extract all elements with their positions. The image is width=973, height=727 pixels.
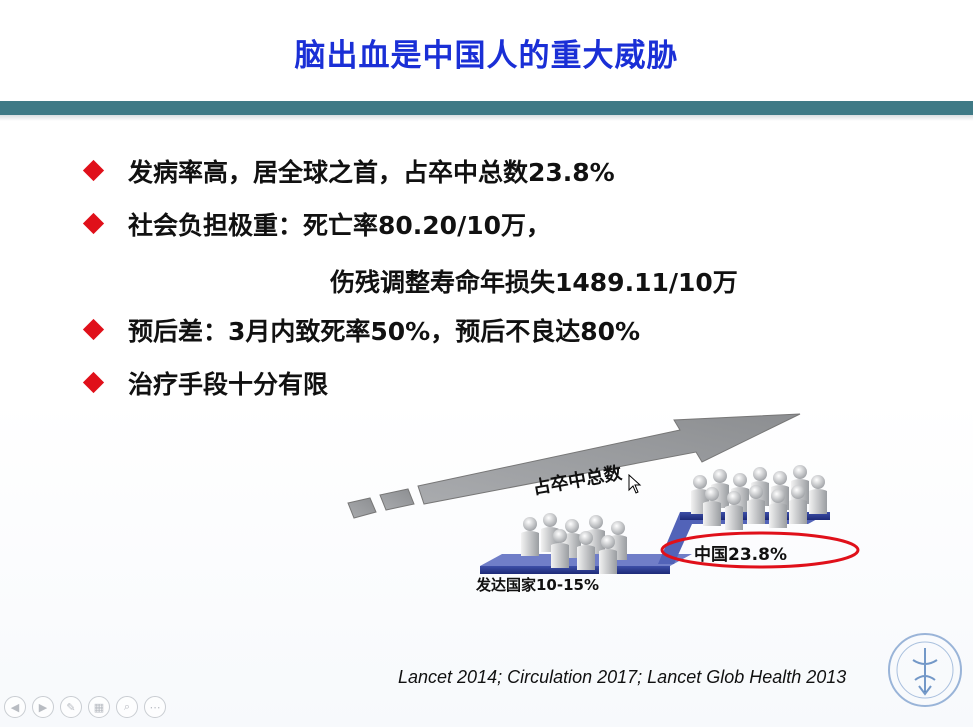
prev-icon[interactable]: ◀ xyxy=(4,696,26,718)
bullet-marker-icon xyxy=(82,159,105,182)
header-bar xyxy=(0,101,973,115)
bullet-marker-icon xyxy=(82,371,105,394)
pen-icon[interactable]: ✎ xyxy=(60,696,82,718)
more-icon[interactable]: ⋯ xyxy=(144,696,166,718)
bullet-marker-icon xyxy=(82,318,105,341)
stroke-share-illustration xyxy=(347,413,860,574)
highlight-ellipse xyxy=(660,531,860,569)
mouse-cursor-icon xyxy=(628,474,642,494)
bullet-1: 发病率高，居全球之首，占卒中总数23.8% xyxy=(128,158,615,187)
header-bar-shadow xyxy=(0,115,973,121)
bullet-3: 预后差：3月内致死率50%，预后不良达80% xyxy=(128,317,641,346)
bullet-4: 治疗手段十分有限 xyxy=(128,370,329,399)
slide-title: 脑出血是中国人的重大威胁 xyxy=(294,38,679,74)
zoom-icon[interactable]: ⌕ xyxy=(116,696,138,718)
hospital-seal-icon xyxy=(888,633,962,707)
next-icon[interactable]: ▶ xyxy=(32,696,54,718)
bullet-marker-icon xyxy=(82,212,105,235)
label-china: 中国23.8% xyxy=(694,545,787,565)
presentation-toolbar: ◀ ▶ ✎ ▦ ⌕ ⋯ xyxy=(4,696,166,724)
bullet-2-continuation: 伤残调整寿命年损失1489.11/10万 xyxy=(330,268,738,297)
slides-icon[interactable]: ▦ xyxy=(88,696,110,718)
citation: Lancet 2014; Circulation 2017; Lancet Gl… xyxy=(398,667,847,687)
label-developed-countries: 发达国家10-15% xyxy=(476,576,600,594)
bullet-2: 社会负担极重：死亡率80.20/10万， xyxy=(128,211,551,240)
arrow-icon xyxy=(347,413,801,519)
